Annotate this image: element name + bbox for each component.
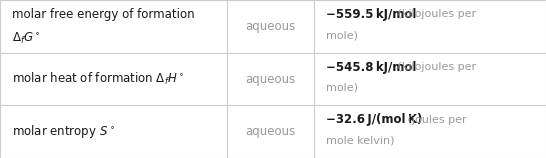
Text: molar free energy of formation: molar free energy of formation (12, 8, 194, 21)
Text: molar heat of formation $\Delta_f H^\circ$: molar heat of formation $\Delta_f H^\cir… (12, 71, 185, 87)
Text: molar entropy $S^\circ$: molar entropy $S^\circ$ (12, 123, 115, 140)
Text: mole kelvin): mole kelvin) (326, 136, 394, 146)
Text: −559.5 kJ/mol: −559.5 kJ/mol (326, 8, 416, 21)
Text: (joules per: (joules per (404, 115, 467, 125)
Text: $\Delta_f G^\circ$: $\Delta_f G^\circ$ (12, 31, 41, 46)
Text: aqueous: aqueous (245, 20, 295, 33)
Text: mole): mole) (326, 30, 358, 40)
Text: (kilojoules per: (kilojoules per (394, 9, 476, 19)
Text: −32.6 J/(mol K): −32.6 J/(mol K) (326, 113, 422, 126)
Text: aqueous: aqueous (245, 125, 295, 138)
Text: (kilojoules per: (kilojoules per (394, 62, 476, 72)
Text: mole): mole) (326, 83, 358, 93)
Text: −545.8 kJ/mol: −545.8 kJ/mol (326, 61, 416, 73)
Text: aqueous: aqueous (245, 73, 295, 85)
